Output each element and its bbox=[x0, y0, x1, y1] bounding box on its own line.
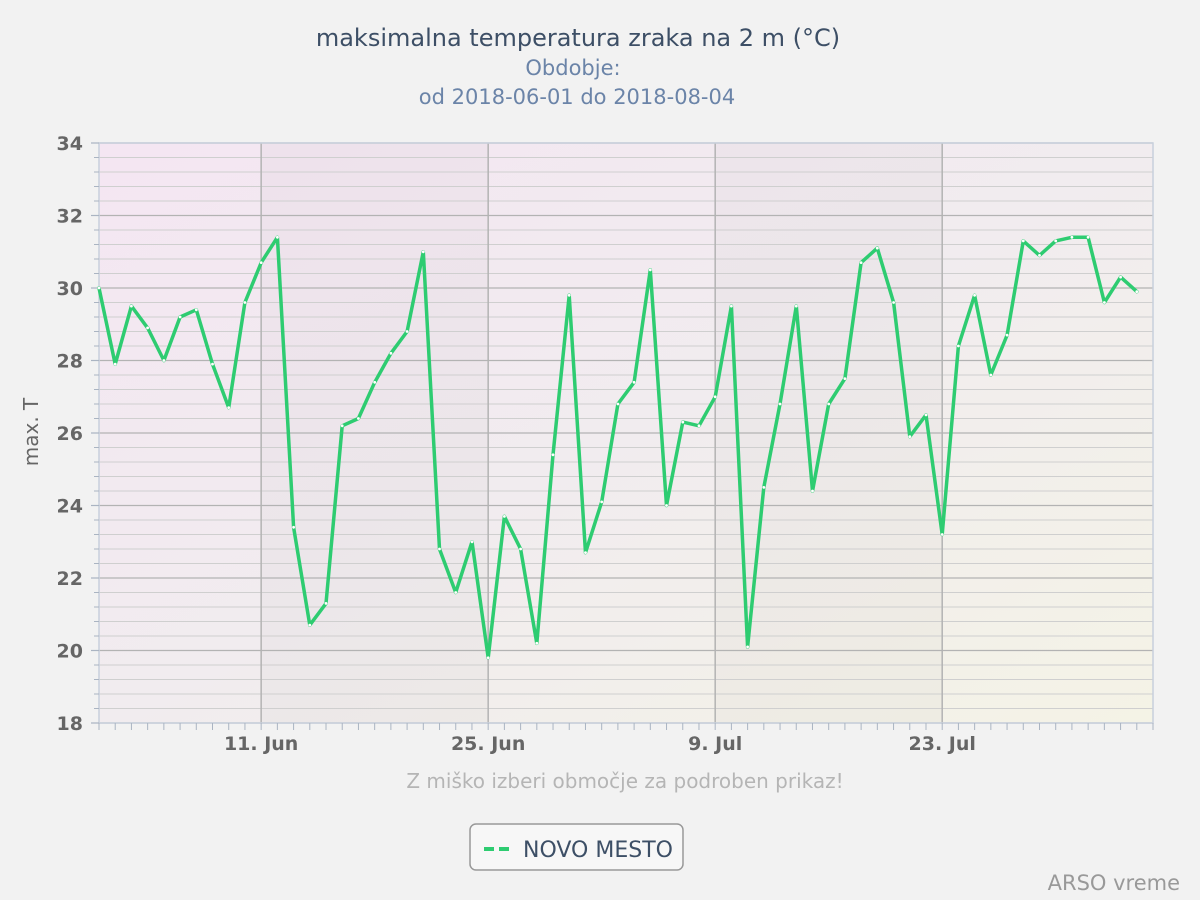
data-point[interactable] bbox=[211, 362, 214, 366]
data-point[interactable] bbox=[1054, 239, 1058, 243]
data-point[interactable] bbox=[308, 623, 312, 627]
data-point[interactable] bbox=[470, 540, 474, 544]
data-point[interactable] bbox=[324, 602, 328, 605]
x-grid bbox=[260, 143, 943, 723]
data-point[interactable] bbox=[389, 351, 393, 355]
y-axis-label: max. T bbox=[19, 397, 43, 466]
data-point[interactable] bbox=[535, 641, 539, 645]
legend-box[interactable] bbox=[469, 823, 684, 871]
data-point[interactable] bbox=[584, 551, 587, 554]
data-point[interactable] bbox=[746, 645, 749, 649]
x-tick-label: 11. Jun bbox=[224, 733, 298, 755]
data-point[interactable] bbox=[421, 250, 425, 254]
y-tick-label: 18 bbox=[57, 713, 83, 735]
data-point[interactable] bbox=[405, 330, 409, 333]
data-point[interactable] bbox=[567, 293, 571, 297]
data-point[interactable] bbox=[859, 261, 863, 264]
data-point[interactable] bbox=[1070, 235, 1074, 239]
data-point[interactable] bbox=[875, 246, 879, 250]
legend[interactable]: NOVO MESTO bbox=[469, 823, 684, 871]
data-point[interactable] bbox=[454, 591, 458, 594]
data-point[interactable] bbox=[892, 301, 895, 304]
data-point[interactable] bbox=[827, 402, 831, 406]
data-point[interactable] bbox=[811, 489, 814, 493]
data-point[interactable] bbox=[519, 547, 522, 551]
data-point[interactable] bbox=[697, 424, 701, 428]
data-point[interactable] bbox=[843, 377, 847, 380]
y-tick-label: 28 bbox=[57, 351, 83, 373]
data-point[interactable] bbox=[616, 402, 620, 406]
data-point[interactable] bbox=[146, 326, 150, 330]
data-point[interactable] bbox=[940, 533, 944, 536]
data-point[interactable] bbox=[681, 420, 685, 424]
data-point[interactable] bbox=[194, 308, 198, 312]
data-point[interactable] bbox=[373, 380, 377, 384]
data-point[interactable] bbox=[340, 424, 344, 428]
data-point[interactable] bbox=[957, 344, 960, 348]
data-point[interactable] bbox=[1021, 239, 1025, 243]
zoom-hint: Z miško izberi območje za podroben prika… bbox=[406, 769, 843, 793]
data-point[interactable] bbox=[276, 235, 279, 239]
y-tick-label: 32 bbox=[57, 206, 83, 228]
data-point[interactable] bbox=[130, 304, 133, 308]
data-point[interactable] bbox=[162, 359, 166, 362]
data-point[interactable] bbox=[1038, 254, 1041, 257]
data-point[interactable] bbox=[227, 406, 231, 409]
data-point[interactable] bbox=[113, 362, 117, 366]
major-grid bbox=[99, 142, 1153, 724]
y-tick-label: 20 bbox=[57, 641, 83, 663]
y-tick-label: 24 bbox=[57, 496, 83, 518]
y-tick-label: 34 bbox=[57, 133, 83, 155]
x-tick-label: 25. Jun bbox=[451, 733, 525, 755]
y-tick-label: 22 bbox=[57, 568, 83, 590]
x-axis: 11. Jun 25. Jun 9. Jul 23. Jul bbox=[98, 723, 1154, 755]
data-point[interactable] bbox=[486, 656, 490, 660]
chart-subtitle-line-2: od 2018-06-01 do 2018-08-04 bbox=[419, 85, 735, 109]
minor-grid bbox=[99, 157, 1153, 709]
data-point[interactable] bbox=[794, 304, 798, 308]
data-point[interactable] bbox=[600, 500, 604, 504]
data-point[interactable] bbox=[1119, 275, 1122, 279]
data-point[interactable] bbox=[665, 504, 668, 507]
data-point[interactable] bbox=[1103, 301, 1106, 304]
data-point[interactable] bbox=[97, 286, 101, 290]
data-point[interactable] bbox=[259, 261, 263, 264]
data-point[interactable] bbox=[908, 435, 912, 438]
data-point[interactable] bbox=[924, 413, 928, 417]
data-point[interactable] bbox=[1005, 333, 1009, 337]
data-point[interactable] bbox=[292, 525, 295, 529]
data-point[interactable] bbox=[973, 293, 976, 297]
chart-title: maksimalna temperatura zraka na 2 m (°C) bbox=[316, 24, 840, 52]
data-point[interactable] bbox=[648, 268, 652, 272]
data-point[interactable] bbox=[730, 304, 733, 308]
chart-subtitle-line-1: Obdobje: bbox=[525, 56, 620, 80]
data-point[interactable] bbox=[778, 402, 782, 406]
x-tick-label: 9. Jul bbox=[688, 733, 742, 755]
data-point[interactable] bbox=[243, 301, 247, 304]
data-point[interactable] bbox=[1086, 235, 1090, 239]
data-point[interactable] bbox=[632, 380, 636, 384]
data-point[interactable] bbox=[1135, 290, 1139, 293]
y-tick-label: 26 bbox=[57, 423, 83, 445]
data-point[interactable] bbox=[438, 547, 441, 551]
data-point[interactable] bbox=[178, 315, 182, 319]
data-point[interactable] bbox=[503, 515, 506, 518]
data-point[interactable] bbox=[989, 373, 993, 377]
x-tick-label: 23. Jul bbox=[909, 733, 976, 755]
credits[interactable]: ARSO vreme bbox=[1048, 871, 1180, 895]
y-axis: 18 20 22 24 26 28 30 32 34 bbox=[57, 133, 99, 735]
data-point[interactable] bbox=[762, 486, 766, 489]
y-tick-label: 30 bbox=[57, 278, 83, 300]
data-point[interactable] bbox=[713, 395, 717, 399]
data-point[interactable] bbox=[551, 453, 555, 457]
series-novo-mesto[interactable] bbox=[97, 235, 1139, 660]
legend-item-novo-mesto[interactable]: NOVO MESTO bbox=[523, 838, 673, 863]
data-point[interactable] bbox=[357, 417, 360, 420]
